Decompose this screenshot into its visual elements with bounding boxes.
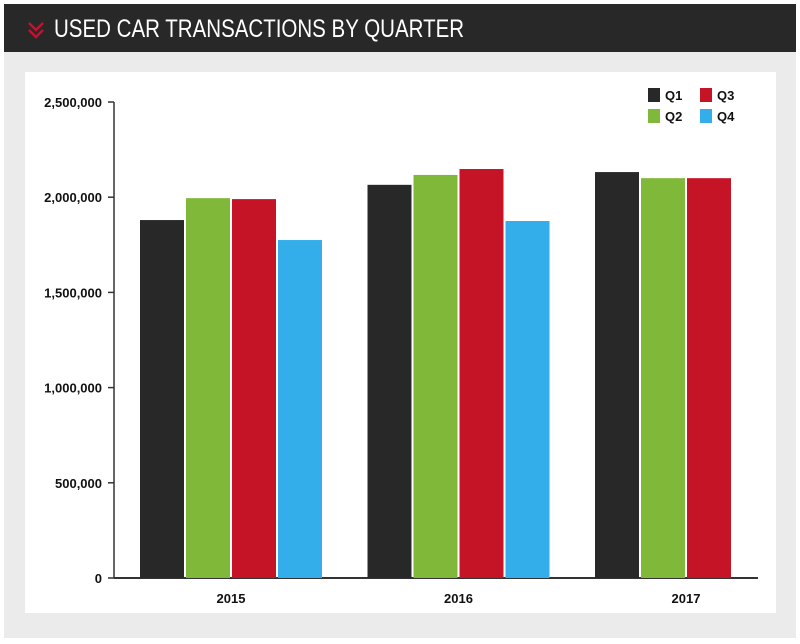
x-tick-label: 2017: [672, 591, 701, 606]
bar-2016-q2: [413, 174, 458, 578]
x-tick-label: 2015: [217, 591, 246, 606]
bar-2017-q3: [687, 178, 731, 578]
y-tick-label: 1,500,000: [44, 285, 102, 300]
chart-header: USED CAR TRANSACTIONS BY QUARTER: [4, 4, 796, 52]
legend-swatch-q2: [648, 109, 660, 123]
bar-2015-q4: [278, 240, 322, 579]
y-tick-label: 1,000,000: [44, 381, 102, 396]
bar-2016-q3: [459, 169, 504, 578]
bar-2016-q1: [367, 184, 412, 578]
y-tick-label: 2,500,000: [44, 95, 102, 110]
y-tick-label: 2,000,000: [44, 190, 102, 205]
legend-swatch-q1: [648, 88, 660, 102]
bar-2016-q4: [505, 221, 550, 578]
double-chevron-down-icon: [28, 22, 44, 39]
y-tick-label: 0: [95, 571, 102, 586]
legend-swatch-q4: [700, 109, 712, 123]
bar-2017-q2: [641, 178, 685, 578]
legend-swatch-q3: [700, 88, 712, 102]
legend-label-q4: Q4: [717, 109, 735, 124]
bar-2015-q3: [232, 199, 276, 578]
bar-2015-q2: [186, 198, 230, 579]
legend-label-q1: Q1: [665, 88, 682, 103]
legend-label-q3: Q3: [717, 88, 734, 103]
y-tick-label: 500,000: [55, 476, 102, 491]
legend-label-q2: Q2: [665, 109, 682, 124]
chart-title: USED CAR TRANSACTIONS BY QUARTER: [54, 15, 465, 43]
bar-2017-q1: [595, 172, 639, 578]
bar-2015-q1: [140, 220, 184, 578]
x-tick-label: 2016: [444, 591, 473, 606]
